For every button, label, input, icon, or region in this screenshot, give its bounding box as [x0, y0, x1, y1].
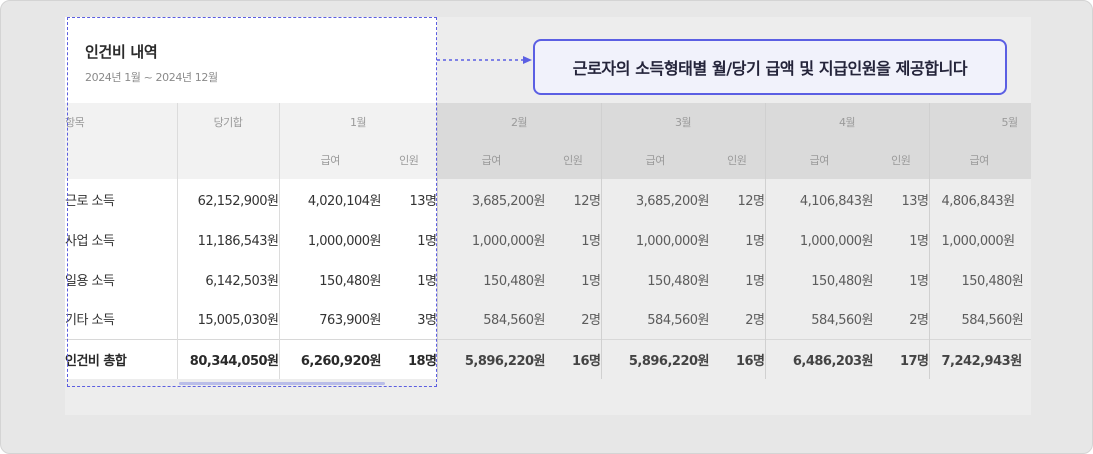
month-pay: 5,896,220원 [600, 338, 710, 379]
table-subheader-row: 급여 인원 급여 인원 급여 인원 급여 인원 급여 [65, 141, 1031, 179]
table-row: 근로 소득 62,152,900원 4,020,104원 13명 3,685,2… [65, 179, 1031, 219]
month-pay: 150,480원 [600, 259, 710, 299]
month-pay: 584,560원 [928, 299, 1031, 339]
subheader-pay: 급여 [436, 141, 545, 179]
month-pay: 584,560원 [436, 299, 546, 339]
callout-tooltip: 근로자의 소득형태별 월/당기 급액 및 지급인원을 제공합니다 [533, 39, 1007, 95]
month-pay: 4,106,843원 [764, 179, 874, 219]
card-header: 인건비 내역 2024년 1월 ~ 2024년 12월 [65, 17, 437, 103]
table-header-row: 항목 당기합 1월 2월 3월 4월 5월 [65, 103, 1031, 141]
month-count: 1명 [381, 219, 437, 259]
payroll-table: 항목 당기합 1월 2월 3월 4월 5월 급여 인원 급여 인원 급여 인원 … [65, 103, 1031, 379]
month-count: 2명 [545, 299, 601, 339]
table-row: 기타 소득 15,005,030원 763,900원 3명 584,560원 2… [65, 299, 1031, 339]
month-count: 1명 [709, 219, 765, 259]
month-count: 1명 [873, 219, 929, 259]
month-pay: 150,480원 [278, 259, 382, 299]
subheader-pay: 급여 [764, 141, 873, 179]
table-row: 일용 소득 6,142,503원 150,480원 1명 150,480원 1명… [65, 259, 1031, 299]
row-total: 15,005,030원 [176, 299, 279, 339]
card-title: 인건비 내역 [85, 43, 158, 61]
month-count: 1명 [709, 259, 765, 299]
month-pay: 150,480원 [764, 259, 874, 299]
month-count: 12명 [709, 179, 765, 219]
month-count: 16명 [709, 338, 765, 379]
total-row-total: 80,344,050원 [176, 338, 279, 379]
month-pay: 150,480원 [928, 259, 1031, 299]
month-pay: 3,685,200원 [600, 179, 710, 219]
month-count: 18명 [381, 338, 437, 379]
month-pay: 150,480원 [436, 259, 546, 299]
subheader-headcount: 인원 [381, 141, 437, 179]
month-pay: 1,000,000원 [600, 219, 710, 259]
subheader-pay: 급여 [600, 141, 709, 179]
row-total: 62,152,900원 [176, 179, 279, 219]
subheader-headcount: 인원 [709, 141, 765, 179]
subheader-pay: 급여 [278, 141, 381, 179]
month-pay: 3,685,200원 [436, 179, 546, 219]
month-pay: 6,260,920원 [278, 338, 382, 379]
callout-connector-arrow [437, 56, 532, 64]
header-month-3: 3월 [600, 103, 765, 141]
header-total: 당기합 [176, 103, 279, 141]
month-count: 17명 [873, 338, 929, 379]
subheader-pay: 급여 [928, 141, 1031, 179]
month-count: 1명 [381, 259, 437, 299]
month-count: 1명 [545, 219, 601, 259]
month-count: 2명 [709, 299, 765, 339]
month-pay: 1,000,000원 [278, 219, 382, 259]
callout-text: 근로자의 소득형태별 월/당기 급액 및 지급인원을 제공합니다 [572, 59, 968, 78]
header-month-4: 4월 [764, 103, 929, 141]
month-pay: 6,486,203원 [764, 338, 874, 379]
row-total: 6,142,503원 [176, 259, 279, 299]
month-count: 3명 [381, 299, 437, 339]
month-pay: 584,560원 [764, 299, 874, 339]
month-count: 2명 [873, 299, 929, 339]
header-month-1: 1월 [278, 103, 437, 141]
month-count: 16명 [545, 338, 601, 379]
header-month-2: 2월 [436, 103, 601, 141]
row-total: 11,186,543원 [176, 219, 279, 259]
period-label: 2024년 1월 ~ 2024년 12월 [85, 71, 218, 84]
row-label: 사업 소득 [65, 219, 177, 259]
month-pay: 1,000,000원 [928, 219, 1031, 259]
subheader-headcount: 인원 [545, 141, 601, 179]
month-pay: 584,560원 [600, 299, 710, 339]
month-count: 1명 [873, 259, 929, 299]
row-label: 근로 소득 [65, 179, 177, 219]
month-count: 13명 [381, 179, 437, 219]
month-pay: 1,000,000원 [436, 219, 546, 259]
total-row-label: 인건비 총합 [65, 338, 177, 379]
header-month-5: 5월 [928, 103, 1031, 141]
month-count: 12명 [545, 179, 601, 219]
month-count: 1명 [545, 259, 601, 299]
month-pay: 4,806,843원 [928, 179, 1031, 219]
table-row: 사업 소득 11,186,543원 1,000,000원 1명 1,000,00… [65, 219, 1031, 259]
month-pay: 7,242,943원 [928, 338, 1031, 379]
month-pay: 763,900원 [278, 299, 382, 339]
month-pay: 5,896,220원 [436, 338, 546, 379]
month-pay: 4,020,104원 [278, 179, 382, 219]
row-label: 기타 소득 [65, 299, 177, 339]
row-label: 일용 소득 [65, 259, 177, 299]
subheader-headcount: 인원 [873, 141, 929, 179]
month-count: 13명 [873, 179, 929, 219]
horizontal-scrollbar[interactable] [179, 382, 385, 385]
table-total-row: 인건비 총합 80,344,050원 6,260,920원 18명 5,896,… [65, 338, 1031, 379]
header-item: 항목 [65, 103, 177, 141]
month-pay: 1,000,000원 [764, 219, 874, 259]
